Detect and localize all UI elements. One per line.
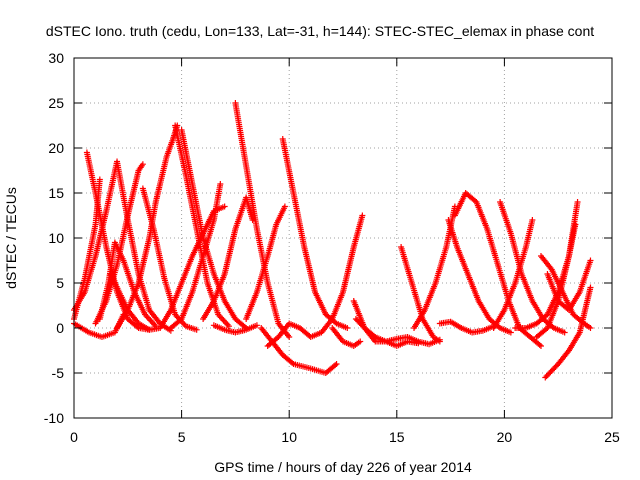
data-point bbox=[529, 217, 536, 223]
data-point bbox=[574, 199, 581, 205]
data-point bbox=[507, 329, 514, 336]
series-27 bbox=[445, 217, 514, 336]
series-14 bbox=[200, 194, 256, 322]
x-tick-label: 10 bbox=[281, 429, 297, 445]
series-29 bbox=[497, 199, 568, 336]
x-tick-label: 0 bbox=[70, 429, 78, 445]
series-24 bbox=[398, 244, 443, 345]
y-tick-label: 20 bbox=[48, 140, 64, 156]
series-35 bbox=[542, 284, 594, 381]
series-34 bbox=[544, 257, 594, 313]
data-point bbox=[96, 176, 103, 183]
y-tick-label: -10 bbox=[44, 410, 64, 426]
y-tick-label: 15 bbox=[48, 185, 64, 201]
y-tick-label: 0 bbox=[56, 320, 64, 336]
data-point bbox=[415, 340, 422, 347]
series-16 bbox=[210, 322, 260, 336]
series-28 bbox=[451, 190, 544, 349]
y-tick-label: 30 bbox=[48, 50, 64, 66]
series-3 bbox=[71, 176, 103, 322]
series-30 bbox=[490, 217, 536, 331]
data-point bbox=[253, 322, 260, 329]
y-axis-label: dSTEC / TECUs bbox=[3, 187, 19, 289]
data-point bbox=[332, 362, 339, 369]
y-tick-label: 5 bbox=[56, 275, 64, 291]
series-13 bbox=[167, 181, 224, 331]
data-point bbox=[221, 203, 228, 210]
x-tick-label: 25 bbox=[604, 429, 620, 445]
data-point bbox=[370, 332, 377, 339]
series-18 bbox=[243, 203, 288, 322]
data-point bbox=[537, 343, 544, 349]
series-17 bbox=[258, 325, 340, 376]
y-tick-label: 10 bbox=[48, 230, 64, 246]
x-tick-label: 5 bbox=[178, 429, 186, 445]
series-23 bbox=[352, 316, 422, 349]
series-26 bbox=[436, 318, 497, 336]
data-point bbox=[587, 284, 594, 291]
data-point bbox=[332, 319, 339, 326]
data-point bbox=[359, 212, 366, 219]
data-point bbox=[344, 325, 351, 331]
data-point bbox=[289, 359, 296, 366]
x-axis-label: GPS time / hours of day 226 of year 2014 bbox=[214, 459, 472, 475]
x-tick-label: 15 bbox=[389, 429, 405, 445]
data-point bbox=[139, 161, 146, 168]
data-point bbox=[193, 326, 200, 333]
axis-ticks: 0 5 10 15 20 25 -10 -5 0 5 10 15 20 25 30 bbox=[44, 50, 620, 445]
data-point bbox=[357, 338, 364, 345]
series-19 bbox=[279, 136, 351, 331]
data-point bbox=[225, 323, 232, 330]
data-point bbox=[281, 203, 288, 210]
series-7 bbox=[107, 271, 164, 333]
data-point bbox=[286, 334, 293, 340]
chart-title: dSTEC Iono. truth (cedu, Lon=133, Lat=-3… bbox=[46, 23, 594, 39]
data-point bbox=[333, 361, 340, 367]
series-5 bbox=[96, 239, 159, 330]
data-point bbox=[587, 257, 594, 264]
y-tick-label: -5 bbox=[52, 365, 65, 381]
data-point bbox=[536, 341, 543, 348]
data-point bbox=[436, 338, 443, 345]
x-tick-label: 20 bbox=[497, 429, 513, 445]
data-point bbox=[549, 323, 556, 330]
series-33 bbox=[533, 199, 581, 340]
data-point bbox=[561, 329, 568, 336]
data-point bbox=[587, 325, 594, 331]
data-point bbox=[217, 181, 224, 187]
data-points bbox=[71, 100, 594, 381]
series-15 bbox=[232, 100, 293, 340]
series-21 bbox=[329, 325, 364, 349]
y-tick-label: 25 bbox=[48, 95, 64, 111]
series-20 bbox=[264, 212, 366, 349]
